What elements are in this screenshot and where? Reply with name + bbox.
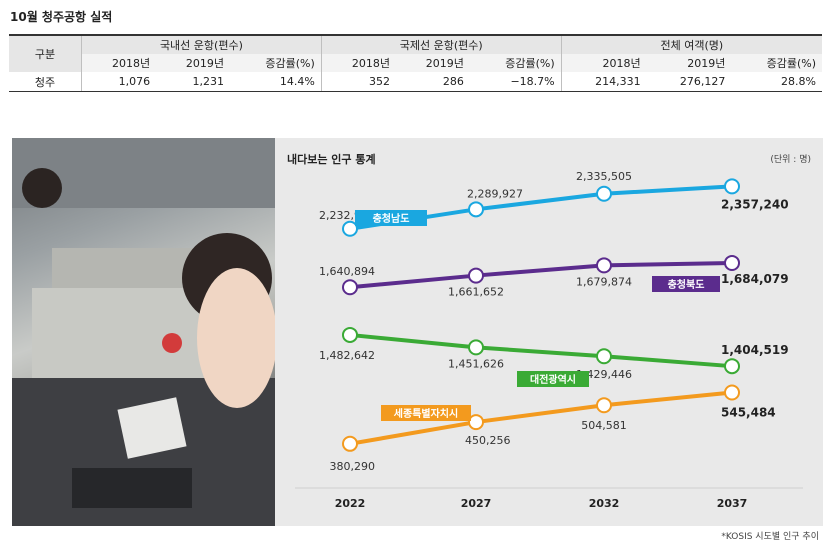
- airport-stats-table: 구분 국내선 운항(편수) 국제선 운항(편수) 전체 여객(명) 2018년 …: [9, 34, 822, 92]
- series-line: [349, 260, 733, 290]
- data-point: [724, 178, 740, 195]
- series-name: 충청북도: [668, 278, 705, 291]
- x-tick-label: 2037: [717, 497, 748, 510]
- x-tick-label: 2027: [461, 497, 492, 510]
- data-label: 1,679,874: [576, 275, 632, 288]
- data-point: [596, 257, 612, 274]
- header-change: 증감률(%): [731, 54, 822, 72]
- airport-counter-photo: [12, 138, 275, 526]
- population-chart-panel: 내다보는 인구 통계 (단위 : 명) 2,232,940 2,289,927 2,…: [275, 138, 823, 526]
- table-cell: 214,331: [560, 72, 647, 92]
- data-point: [724, 384, 740, 401]
- row-label: 청주: [9, 72, 82, 92]
- population-line-chart: 내다보는 인구 통계 (단위 : 명) 2,232,9402,289,9272,…: [287, 152, 811, 510]
- header-category: 구분: [9, 34, 82, 72]
- data-label: 1,451,626: [448, 357, 504, 370]
- series-name: 충청남도: [373, 212, 410, 225]
- table-cell: 286: [395, 72, 470, 92]
- data-label: 450,256: [465, 434, 511, 447]
- series-name: 대전광역시: [530, 373, 576, 386]
- data-point: [724, 358, 740, 375]
- data-point: [342, 435, 358, 452]
- table-cell: −18.7%: [469, 72, 562, 92]
- data-label: 1,404,519: [721, 343, 789, 357]
- x-tick-label: 2022: [335, 497, 366, 510]
- data-label: 1,640,894: [319, 265, 375, 278]
- header-year: 2018년: [560, 54, 647, 72]
- header-year: 2018년: [320, 54, 396, 72]
- data-label: 2,289,927: [467, 187, 523, 200]
- header-year: 2019년: [156, 54, 231, 72]
- header-change: 증감률(%): [469, 54, 562, 72]
- series-name-tag: [652, 276, 720, 292]
- data-point: [342, 220, 358, 237]
- series-name-tag: [517, 371, 589, 387]
- table-title: 10월 청주공항 실적: [10, 10, 113, 24]
- data-point: [596, 397, 612, 414]
- header-domestic: 국내선 운항(편수): [81, 34, 322, 54]
- source-note: *KOSIS 시도별 인구 추이: [721, 532, 819, 542]
- x-tick-label: 2032: [589, 497, 620, 510]
- data-label: 1,482,642: [319, 349, 375, 362]
- table-cell: 1,076: [81, 72, 157, 92]
- header-change: 증감률(%): [230, 54, 322, 72]
- data-label: 2,335,505: [576, 170, 632, 183]
- data-point: [342, 279, 358, 296]
- data-point: [724, 254, 740, 271]
- table-cell: 14.4%: [230, 72, 322, 92]
- header-passengers: 전체 여객(명): [560, 34, 822, 54]
- data-point: [468, 414, 484, 431]
- data-point: [468, 267, 484, 284]
- data-label: 1,661,652: [448, 286, 504, 299]
- series-name-tag: [355, 210, 427, 226]
- data-point: [596, 185, 612, 202]
- table-cell: 28.8%: [731, 72, 822, 92]
- data-label: 545,484: [721, 406, 776, 420]
- data-label: 504,581: [581, 419, 627, 432]
- data-point: [468, 201, 484, 218]
- header-year: 2019년: [646, 54, 732, 72]
- table-cell: 276,127: [646, 72, 732, 92]
- data-label: 380,290: [330, 460, 376, 473]
- photo-illustration: [12, 138, 275, 526]
- header-year: 2019년: [395, 54, 470, 72]
- table-cell: 1,231: [156, 72, 231, 92]
- chart-title: 내다보는 인구 통계: [287, 152, 376, 166]
- data-point: [468, 339, 484, 356]
- data-point: [342, 326, 358, 343]
- series-line: [349, 332, 733, 369]
- data-label: 2,357,240: [721, 197, 789, 211]
- header-international: 국제선 운항(편수): [320, 34, 562, 54]
- series-name: 세종특별자치시: [394, 407, 458, 420]
- data-label: 1,429,446: [576, 368, 632, 381]
- header-year: 2018년: [81, 54, 157, 72]
- series-line: [349, 390, 733, 446]
- series-name-tag: [381, 405, 471, 421]
- x-tick-layer: 2022 2027 2032 2037: [335, 497, 748, 510]
- chart-unit: (단위 : 명): [770, 154, 811, 165]
- data-label: 1,684,079: [721, 272, 789, 286]
- table-cell: 352: [320, 72, 396, 92]
- data-point: [596, 348, 612, 365]
- series-layer: 2,232,9402,289,9272,335,5052,357,240충청남도…: [319, 170, 789, 473]
